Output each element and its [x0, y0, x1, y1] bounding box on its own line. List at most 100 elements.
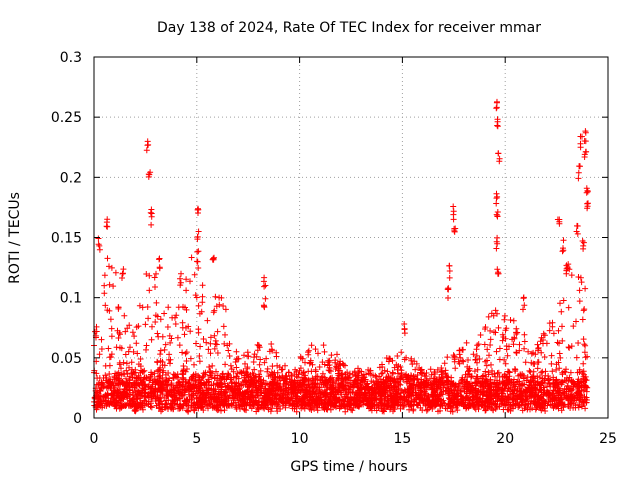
x-tick-label: 5: [192, 431, 201, 447]
data-point: [213, 405, 220, 412]
data-point: [582, 405, 589, 412]
data-point: [338, 391, 345, 398]
data-point: [191, 407, 198, 414]
data-point: [373, 407, 380, 414]
data-point: [534, 365, 541, 372]
data-point: [102, 372, 109, 379]
data-point: [437, 407, 443, 414]
data-point: [259, 395, 266, 402]
data-point: [546, 376, 552, 383]
data-point: [446, 388, 453, 395]
data-point: [336, 405, 343, 412]
data-point: [296, 367, 303, 374]
data-point: [375, 404, 382, 410]
data-point: [349, 371, 356, 378]
data-point: [519, 380, 526, 387]
data-point: [234, 370, 241, 377]
data-point: [251, 366, 258, 373]
y-tick-label: 0.1: [60, 291, 82, 307]
data-point: [94, 375, 101, 382]
data-point: [419, 407, 426, 414]
data-point: [355, 374, 362, 381]
data-point: [272, 379, 279, 385]
data-point: [181, 383, 187, 390]
data-point: [452, 383, 459, 390]
y-tick-label: 0.15: [51, 231, 82, 247]
data-point: [287, 395, 294, 402]
data-point: [397, 393, 403, 400]
data-point: [463, 405, 469, 412]
data-point: [517, 383, 524, 389]
data-point: [556, 365, 563, 372]
data-point: [225, 371, 232, 378]
data-point: [539, 379, 546, 385]
data-point: [324, 400, 331, 407]
data-point: [422, 391, 429, 398]
data-point: [428, 371, 435, 378]
y-tick-label: 0.3: [60, 50, 82, 66]
data-point: [282, 404, 289, 411]
data-point: [94, 389, 101, 396]
data-point: [490, 407, 497, 414]
data-point: [580, 378, 587, 385]
data-point: [257, 367, 264, 374]
data-point: [390, 408, 396, 415]
chart-title: Day 138 of 2024, Rate Of TEC Index for r…: [157, 20, 541, 36]
x-tick-label: 25: [599, 431, 617, 447]
data-point: [495, 369, 502, 376]
data-point: [423, 377, 430, 384]
data-point: [193, 387, 200, 394]
data-point: [496, 403, 503, 410]
data-point: [406, 406, 413, 413]
x-tick-label: 10: [291, 431, 309, 447]
data-point: [427, 375, 433, 382]
data-point: [418, 386, 425, 393]
data-point: [162, 404, 169, 411]
data-point: [222, 393, 229, 400]
data-point: [175, 379, 182, 386]
y-axis-label: ROTI / TECUs: [7, 192, 23, 284]
data-point: [480, 372, 487, 379]
data-point: [186, 376, 193, 383]
data-point: [255, 377, 262, 384]
x-tick-label: 20: [496, 431, 514, 447]
data-point: [431, 369, 438, 376]
data-point: [215, 388, 222, 395]
data-point: [440, 384, 447, 391]
data-point: [207, 393, 214, 400]
data-point: [314, 407, 321, 414]
data-point: [158, 408, 164, 415]
data-point: [512, 383, 519, 390]
data-point: [113, 393, 120, 400]
data-points: [91, 98, 591, 415]
data-point: [107, 378, 114, 385]
data-point: [186, 383, 193, 390]
data-point: [423, 407, 430, 414]
data-point: [103, 374, 110, 381]
data-point: [106, 378, 113, 385]
data-point: [249, 370, 256, 377]
data-point: [132, 408, 139, 415]
y-tick-label: 0: [73, 411, 82, 427]
data-point: [185, 408, 192, 415]
data-point: [464, 380, 471, 387]
data-point: [500, 406, 507, 413]
data-point: [219, 370, 226, 377]
data-point: [384, 368, 391, 375]
grid-lines: [94, 57, 608, 418]
data-point: [567, 369, 574, 376]
data-point: [349, 407, 356, 414]
data-point: [312, 381, 319, 388]
data-point: [542, 408, 549, 414]
data-point: [322, 404, 329, 411]
y-tick-label: 0.2: [60, 170, 82, 186]
data-point: [332, 380, 339, 387]
data-point: [370, 379, 377, 386]
x-tick-label: 0: [90, 431, 99, 447]
data-point: [274, 408, 281, 415]
data-point: [434, 366, 441, 373]
data-point: [442, 405, 449, 412]
y-tick-label: 0.05: [51, 351, 82, 367]
data-point: [379, 408, 386, 415]
